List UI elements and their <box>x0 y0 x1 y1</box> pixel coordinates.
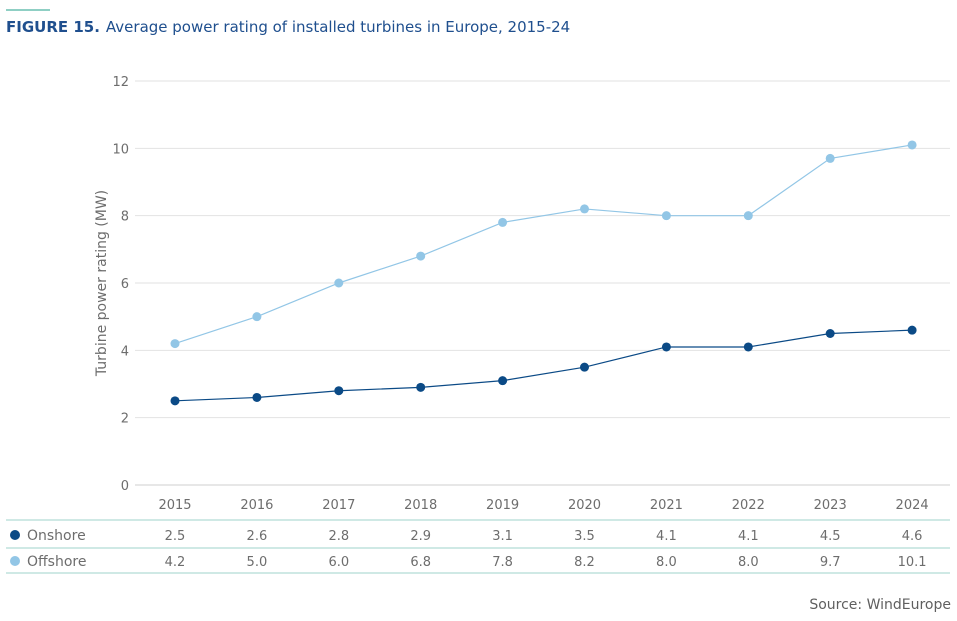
y-tick-label: 8 <box>121 210 129 225</box>
data-point-offshore <box>907 140 917 150</box>
x-tick-label: 2021 <box>650 498 683 513</box>
figure-title-text: Average power rating of installed turbin… <box>105 18 571 36</box>
figure-number: FIGURE 15. <box>6 18 100 36</box>
y-tick-label: 4 <box>121 344 129 359</box>
table-cell: 4.5 <box>820 529 841 544</box>
y-tick-label: 10 <box>112 142 129 157</box>
table-cell: 6.8 <box>410 555 431 570</box>
x-tick-label: 2022 <box>732 498 765 513</box>
table-cell: 3.5 <box>574 529 595 544</box>
x-tick-label: 2016 <box>240 498 273 513</box>
y-tick-label: 2 <box>121 412 129 427</box>
data-point-onshore <box>661 342 671 352</box>
table-cell: 2.9 <box>410 529 431 544</box>
table-cell: 4.2 <box>165 555 186 570</box>
table-cell: 4.6 <box>902 529 923 544</box>
data-point-offshore <box>743 211 753 221</box>
table-row-label: Onshore <box>27 528 86 544</box>
y-tick-label: 0 <box>121 479 129 494</box>
data-point-offshore <box>661 211 671 221</box>
data-point-onshore <box>252 392 262 402</box>
data-point-onshore <box>334 386 344 396</box>
source-note: Source: WindEurope <box>809 597 951 613</box>
table-cell: 2.6 <box>247 529 268 544</box>
table-cell: 8.0 <box>738 555 759 570</box>
table-cell: 4.1 <box>656 529 677 544</box>
table-cell: 5.0 <box>247 555 268 570</box>
table-cell: 3.1 <box>492 529 513 544</box>
x-tick-label: 2024 <box>896 498 929 513</box>
data-point-onshore <box>743 342 753 352</box>
data-point-offshore <box>170 339 180 349</box>
legend-swatch-offshore <box>10 556 20 566</box>
data-point-onshore <box>907 325 917 335</box>
y-tick-label: 6 <box>121 277 129 292</box>
legend-swatch-onshore <box>10 530 20 540</box>
x-tick-label: 2020 <box>568 498 601 513</box>
data-point-onshore <box>580 362 589 372</box>
table-cell: 10.1 <box>898 555 927 570</box>
table-row-label: Offshore <box>27 554 86 570</box>
data-point-onshore <box>416 382 426 392</box>
y-tick-label: 12 <box>112 75 129 90</box>
table-cell: 8.0 <box>656 555 677 570</box>
x-tick-label: 2019 <box>486 498 519 513</box>
top-accent-rule <box>6 9 50 11</box>
x-tick-label: 2023 <box>814 498 847 513</box>
data-point-offshore <box>334 278 344 288</box>
data-point-offshore <box>416 251 426 261</box>
data-point-offshore <box>580 204 589 214</box>
table-cell: 2.5 <box>165 529 186 544</box>
data-point-offshore <box>825 153 835 163</box>
data-point-onshore <box>498 376 508 386</box>
x-tick-label: 2018 <box>404 498 437 513</box>
data-point-offshore <box>252 312 262 322</box>
table-cell: 2.8 <box>328 529 349 544</box>
x-tick-label: 2015 <box>158 498 191 513</box>
table-cell: 7.8 <box>492 555 513 570</box>
x-tick-label: 2017 <box>322 498 355 513</box>
data-point-onshore <box>825 329 835 338</box>
table-cell: 9.7 <box>820 555 841 570</box>
table-cell: 6.0 <box>328 555 349 570</box>
series-line-onshore <box>174 329 913 402</box>
data-point-offshore <box>498 217 508 227</box>
table-cell: 4.1 <box>738 529 759 544</box>
series-line-offshore <box>174 144 913 345</box>
figure-title: FIGURE 15. Average power rating of instal… <box>6 18 570 36</box>
table-cell: 8.2 <box>574 555 595 570</box>
data-point-onshore <box>170 396 180 406</box>
y-axis-label: Turbine power rating (MW) <box>94 190 110 377</box>
